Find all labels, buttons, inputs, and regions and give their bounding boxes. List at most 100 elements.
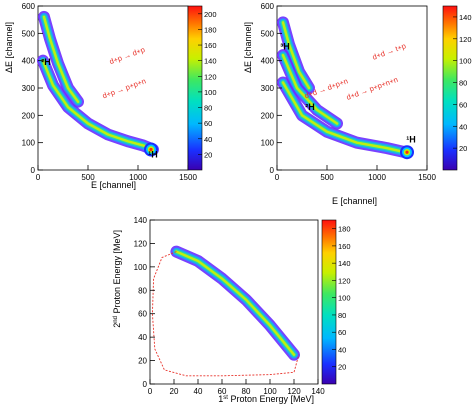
colorbar-tick-label: 120	[204, 72, 217, 81]
x-tick-label: 60	[218, 387, 227, 396]
x-tick-label: 1000	[368, 173, 386, 182]
annotation-label: ²H	[41, 57, 51, 67]
colorbar-gradient	[321, 219, 337, 385]
band-triton	[281, 21, 311, 90]
x-tick-label: 0	[275, 173, 280, 182]
y-tick-label: 140	[134, 216, 148, 225]
colorbar-tick-label: 20	[338, 363, 346, 372]
colorbar-tick-label: 80	[204, 104, 212, 113]
y-tick-label: 200	[22, 111, 36, 120]
colorbar-tick-label: 140	[204, 57, 217, 66]
colorbar-tick-label: 80	[459, 79, 467, 88]
x-tick-label: 40	[194, 387, 203, 396]
kinematic-boundary	[151, 251, 300, 377]
annotation-label: ¹H	[148, 150, 158, 160]
panel-bottom: 0 20 40 60 80 100 120 140 0 20 40 60 80 100 120 140 20 4…	[112, 216, 351, 404]
y-tick-label: 0	[270, 166, 275, 175]
x-tick-label: 80	[242, 387, 251, 396]
x-tick-label: 100	[263, 387, 277, 396]
annotation-label: ³H	[280, 42, 290, 52]
colorbar-tick-label: 140	[459, 13, 472, 22]
y-axis-label: 2nd Proton Energy [MeV]	[112, 230, 122, 328]
band-deuteron	[42, 15, 80, 103]
y-tick-label: 100	[261, 139, 275, 148]
y-tick-label: 100	[22, 139, 36, 148]
colorbar-tick-label: 20	[204, 150, 212, 159]
y-axis-label: ΔE [channel]	[4, 22, 14, 73]
colorbar-tick-label: 60	[338, 328, 346, 337]
colorbar-tick-label: 160	[204, 41, 217, 50]
colorbar-tick-label: 100	[204, 88, 217, 97]
colorbar-tick-label: 180	[338, 225, 351, 234]
heatmap-layer	[151, 245, 300, 377]
colorbar-tick-label: 100	[459, 57, 472, 66]
peak-spot	[149, 147, 153, 152]
x-tick-label: 500	[320, 173, 334, 182]
y-tick-label: 500	[22, 29, 36, 38]
x-tick-label: 1500	[418, 173, 436, 182]
y-tick-label: 400	[22, 57, 36, 66]
y-tick-label: 400	[261, 57, 275, 66]
colorbar-tick-label: 40	[338, 345, 346, 354]
colorbar-tick-label: 200	[204, 10, 217, 19]
x-tick-label: 0	[148, 387, 153, 396]
colorbar-tick-label: 40	[459, 122, 467, 131]
y-tick-label: 80	[138, 286, 147, 295]
x-tick-label: 1500	[179, 173, 197, 182]
colorbar-tick-label: 140	[338, 259, 351, 268]
colorbar-tick-label: 80	[338, 311, 346, 320]
colorbar-tick-label: 120	[459, 35, 472, 44]
y-tick-label: 0	[143, 380, 148, 389]
axes: 0 20 40 60 80 100 120 140 0 20 40 60 80 100 120 140	[134, 216, 326, 396]
heatmap-layer	[277, 16, 414, 160]
y-tick-label: 20	[138, 357, 147, 366]
x-axis-label: E [channel]	[91, 180, 136, 190]
x-axis-label: E [channel]	[332, 196, 377, 206]
colorbar-tick-label: 40	[204, 135, 212, 144]
colorbar-tick-label: 60	[459, 100, 467, 109]
colorbar-tick-label: 20	[459, 144, 467, 153]
x-tick-label: 140	[311, 387, 325, 396]
band-deuteron	[281, 53, 339, 125]
y-tick-label: 300	[261, 84, 275, 93]
x-tick-label: 20	[170, 387, 179, 396]
colorbar-tick-label: 100	[338, 294, 351, 303]
colorbar-tick-label: 160	[338, 242, 351, 251]
y-tick-label: 300	[22, 84, 36, 93]
x-tick-label: 1000	[129, 173, 147, 182]
axes: 0 500 1000 1500 0 100 200 300 400 500 600	[22, 2, 198, 182]
x-tick-label: 120	[287, 387, 301, 396]
peak-spot	[405, 150, 409, 154]
annotation-label: ²H	[305, 102, 315, 112]
y-tick-label: 600	[22, 2, 36, 11]
x-axis-label: 1st Proton Energy [MeV]	[218, 394, 314, 404]
x-tick-label: 500	[81, 173, 95, 182]
colorbar: 20 40 60 80 100 120 140 160 180	[321, 219, 351, 385]
y-axis-label: ΔE [channel]	[243, 22, 253, 73]
y-tick-label: 60	[138, 310, 147, 319]
band-locus	[175, 250, 296, 356]
band-proton	[281, 81, 407, 154]
colorbar-gradient	[187, 5, 203, 171]
heatmap-layer	[37, 10, 159, 157]
y-tick-label: 100	[134, 263, 148, 272]
axes: 0 500 1000 1500 0 100 200 300 400 500 600	[261, 2, 437, 182]
colorbar: 20 40 60 80 100 120 140	[442, 5, 472, 171]
y-tick-label: 120	[134, 239, 148, 248]
colorbar-tick-label: 120	[338, 276, 351, 285]
colorbar-gradient	[442, 5, 458, 171]
colorbar: 20 40 60 80 100 120 140 160 180 200	[187, 5, 217, 171]
x-tick-label: 0	[36, 173, 41, 182]
y-tick-label: 600	[261, 2, 275, 11]
band-proton	[41, 59, 155, 151]
y-tick-label: 0	[31, 166, 36, 175]
y-tick-label: 500	[261, 29, 275, 38]
annotation-label: ¹H	[406, 135, 416, 145]
y-tick-label: 200	[261, 111, 275, 120]
colorbar-tick-label: 180	[204, 25, 217, 34]
y-tick-label: 40	[138, 333, 147, 342]
colorbar-tick-label: 60	[204, 119, 212, 128]
